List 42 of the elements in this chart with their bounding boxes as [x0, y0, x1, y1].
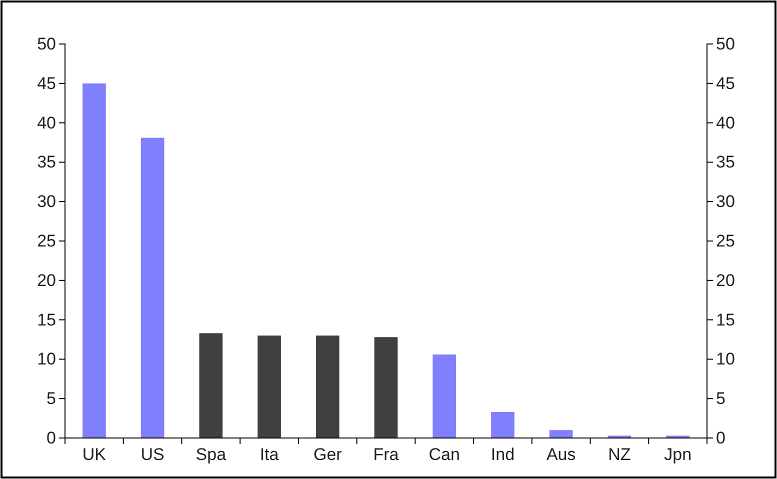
x-tick-label: Can: [428, 445, 460, 464]
y-tick-label: 45: [37, 74, 56, 93]
y-tick-label: 50: [37, 34, 56, 54]
y2-tick-label: 15: [716, 310, 735, 330]
x-tick-label: Fra: [373, 445, 400, 464]
bar: [82, 83, 106, 438]
y-tick-label: 25: [37, 231, 56, 250]
x-tick-label: US: [140, 445, 164, 464]
y2-tick-label: 0: [716, 428, 726, 448]
x-tick-label: Jpn: [664, 445, 692, 464]
bar: [549, 430, 573, 438]
y-tick-label: 30: [37, 192, 56, 212]
y2-tick-label: 45: [716, 74, 735, 93]
y-tick-label: 15: [37, 310, 56, 330]
y2-tick-label: 10: [716, 350, 735, 369]
bar: [432, 354, 456, 438]
y-tick-label: 10: [37, 350, 56, 369]
y2-tick-label: 5: [716, 389, 726, 408]
bar: [140, 138, 164, 438]
x-tick-label: UK: [82, 445, 107, 464]
bar: [491, 412, 514, 438]
y-tick-label: 40: [37, 113, 56, 132]
y2-tick-label: 30: [716, 192, 735, 212]
y-tick-label: 0: [46, 428, 56, 448]
x-tick-label: Ind: [490, 445, 515, 464]
y-tick-label: 20: [37, 270, 56, 290]
x-tick-label: NZ: [608, 445, 631, 464]
bar: [199, 333, 223, 438]
y-tick-label: 5: [46, 389, 56, 408]
bar: [316, 336, 340, 438]
bar: [258, 336, 281, 438]
y2-tick-label: 40: [716, 113, 735, 132]
y2-tick-label: 25: [716, 231, 735, 250]
y2-tick-label: 50: [716, 34, 735, 54]
x-tick-label: Ita: [260, 445, 280, 464]
x-tick-label: Ger: [313, 445, 342, 464]
bar: [374, 337, 398, 438]
x-tick-label: Spa: [196, 445, 227, 464]
x-tick-label: Aus: [546, 445, 576, 464]
y2-tick-label: 20: [716, 270, 735, 290]
y2-tick-label: 35: [716, 152, 735, 172]
y-tick-label: 35: [37, 152, 56, 172]
